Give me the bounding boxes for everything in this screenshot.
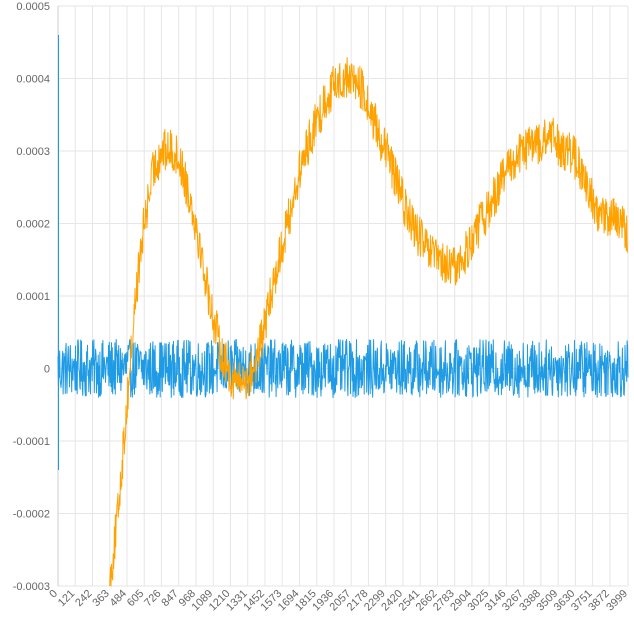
y-tick-label: 0 bbox=[44, 364, 50, 376]
series-line-1 bbox=[109, 57, 629, 587]
y-tick-label: 0.0004 bbox=[16, 74, 50, 86]
y-axis: 0.0005 0.0004 0.0003 0.0002 0.0001 0 -0.0001 -0… bbox=[13, 1, 50, 593]
y-tick-label: 0.0002 bbox=[16, 219, 50, 231]
y-tick-label: -0.0002 bbox=[13, 509, 50, 521]
y-tick-label: 0.0005 bbox=[16, 1, 50, 13]
x-axis: 0121242363484605726847968108912101331145… bbox=[47, 588, 630, 614]
y-tick-label: -0.0003 bbox=[13, 581, 50, 593]
series-line-0 bbox=[57, 339, 629, 398]
series-layer bbox=[57, 35, 629, 587]
y-tick-label: 0.0003 bbox=[16, 146, 50, 158]
y-tick-label: -0.0001 bbox=[13, 436, 50, 448]
y-tick-label: 0.0001 bbox=[16, 291, 50, 303]
x-tick-label: 3999 bbox=[604, 588, 630, 614]
